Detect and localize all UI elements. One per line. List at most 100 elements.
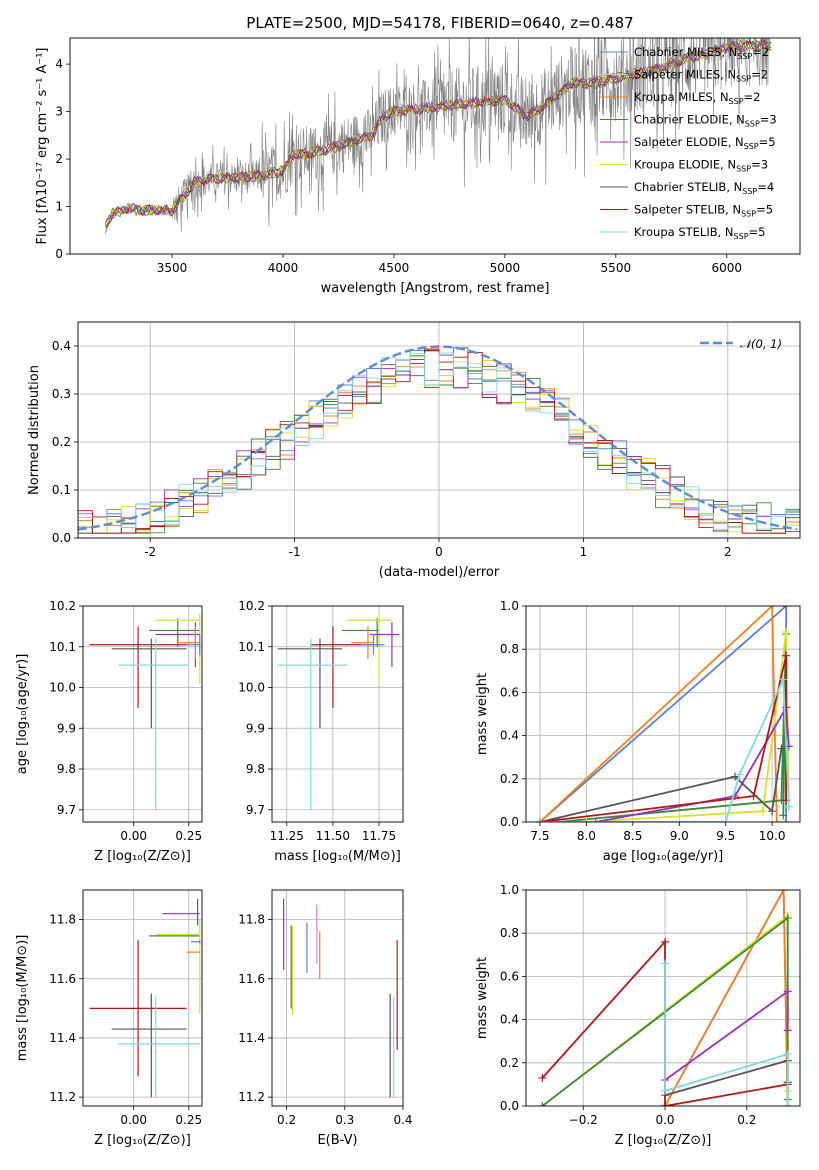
- weight-line-salpeter-elodie: [595, 704, 790, 822]
- plot-area-age-vs-mass: [272, 606, 403, 822]
- plot-area-mass-vs-Z: [83, 890, 202, 1106]
- x-axis-label: wavelength [Angstrom, rest frame]: [321, 281, 550, 296]
- weight-line-salpeter-elodie: [664, 989, 789, 1081]
- y-axis-label: mass weight: [475, 673, 490, 755]
- x-tick-label: 4000: [268, 261, 299, 275]
- weight-marker: [782, 606, 791, 610]
- y-axis-label: Normed distribution: [27, 365, 42, 495]
- y-tick-label: 2: [55, 152, 63, 166]
- plot-area-mass-vs-ebv: [272, 890, 403, 1106]
- x-tick-label: 4500: [379, 261, 410, 275]
- y-tick-label: 0.4: [500, 1013, 519, 1027]
- y-tick-label: 11.2: [238, 1090, 265, 1104]
- weight-line-kroupa-stelib: [664, 963, 789, 1106]
- model-line-chabrier-elodie: [105, 39, 772, 234]
- x-tick-label: 5500: [601, 261, 632, 275]
- y-tick-label: 9.9: [246, 721, 265, 735]
- x-tick-label: 0.00: [120, 1113, 147, 1127]
- weight-marker: [779, 675, 788, 684]
- histogram-salpeter-stelib: [78, 349, 800, 538]
- plot-area-spectrum: [105, 38, 772, 234]
- y-tick-label: 10.0: [238, 681, 265, 695]
- y-tick-label: 10.1: [238, 640, 265, 654]
- model-line-salpeter-stelib: [105, 39, 772, 228]
- weight-marker: [782, 818, 791, 822]
- x-tick-label: 0: [435, 545, 443, 559]
- weight-marker: [535, 818, 544, 822]
- x-tick-label: 11.25: [270, 829, 304, 843]
- y-tick-label: 10.0: [49, 681, 76, 695]
- errorbar-point: [360, 634, 385, 655]
- legend-entry: Chabrier ELODIE, NSSP=3: [634, 113, 777, 129]
- weight-marker: [772, 818, 781, 822]
- weight-line-kroupa-stelib: [539, 679, 790, 822]
- x-axis-label: mass [log₁₀(M/M⊙)]: [274, 849, 401, 864]
- y-tick-label: 10.2: [238, 599, 265, 613]
- x-tick-label: 8.5: [623, 829, 642, 843]
- y-tick-label: 0.8: [500, 926, 519, 940]
- y-tick-label: 0.3: [52, 387, 71, 401]
- y-tick-label: 10.1: [49, 640, 76, 654]
- errorbar-point: [186, 634, 201, 655]
- x-axis-label: Z [log₁₀(Z/Z⊙)]: [94, 849, 191, 864]
- y-tick-label: 0.0: [500, 815, 519, 829]
- panel-mass-vs-ebv: 0.2 0.3 0.4 11.2 11.4 11.6 11.8 E(B-V): [238, 889, 413, 1148]
- weight-marker: [782, 627, 791, 636]
- weight-marker: [783, 987, 792, 996]
- weight-marker: [538, 1102, 547, 1106]
- weight-line-salpeter-stelib: [539, 655, 787, 822]
- x-axis-label: Z [log₁₀(Z/Z⊙)]: [94, 1133, 191, 1148]
- errorbar-point: [342, 618, 380, 647]
- axes-frame: [77, 321, 801, 539]
- axes-frame: [69, 37, 801, 255]
- plot-area-residuals: [78, 322, 800, 538]
- y-tick-label: 0.0: [500, 1099, 519, 1113]
- legend-entry: Chabrier MILES, NSSP=2: [634, 45, 769, 61]
- legend-entry: Kroupa MILES, NSSP=2: [634, 90, 760, 106]
- y-tick-label: 0.4: [500, 729, 519, 743]
- x-tick-label: 2: [724, 545, 732, 559]
- y-tick-label: 3: [55, 105, 63, 119]
- y-tick-label: 0.2: [500, 1056, 519, 1070]
- weight-marker: [661, 1086, 670, 1095]
- y-tick-label: 11.8: [238, 913, 265, 927]
- y-axis-label: mass weight: [475, 957, 490, 1039]
- x-tick-label: −0.2: [569, 1113, 598, 1127]
- weight-marker: [777, 744, 786, 753]
- y-tick-label: 0: [55, 247, 63, 261]
- y-tick-label: 0.2: [500, 772, 519, 786]
- y-tick-label: 9.8: [57, 762, 76, 776]
- y-tick-label: 0.6: [500, 969, 519, 983]
- x-tick-label: 7.5: [530, 829, 549, 843]
- weight-marker: [758, 807, 767, 816]
- weight-line-kroupa-miles: [539, 606, 778, 822]
- errorbar-point: [277, 638, 343, 729]
- x-tick-label: 0.2: [277, 1113, 296, 1127]
- y-tick-label: 9.8: [246, 762, 265, 776]
- legend-entry: 𝒩(0, 1): [740, 337, 782, 351]
- x-axis-label: (data-model)/error: [379, 565, 500, 580]
- weight-marker: [782, 651, 791, 660]
- weight-marker: [582, 818, 591, 822]
- x-tick-label: 0.00: [120, 829, 147, 843]
- legend-entry: Kroupa ELODIE, NSSP=3: [634, 158, 768, 174]
- weight-marker: [783, 1026, 792, 1035]
- y-tick-label: 11.6: [49, 972, 76, 986]
- y-tick-label: 0.6: [500, 685, 519, 699]
- x-tick-label: 8.0: [577, 829, 596, 843]
- x-tick-label: 11.50: [316, 829, 350, 843]
- y-tick-label: 0.4: [52, 339, 71, 353]
- weight-marker: [783, 1050, 792, 1059]
- weight-marker: [661, 959, 670, 968]
- weight-marker: [783, 1102, 792, 1106]
- x-tick-label: 5000: [490, 261, 521, 275]
- plot-area-mass-weight-vs-age: [526, 606, 800, 822]
- legend-entry: Chabrier STELIB, NSSP=4: [634, 180, 774, 196]
- y-tick-label: 9.9: [57, 721, 76, 735]
- x-tick-label: 0.0: [655, 1113, 674, 1127]
- y-tick-label: 11.6: [238, 972, 265, 986]
- panel-mass-weight-vs-Z: −0.2 0.0 0.2 0.0 0.2 0.4 0.6 0.8 1.0 Z [log₁₀(Z/Z…: [475, 883, 801, 1148]
- weight-marker: [779, 811, 788, 820]
- weight-marker: [749, 792, 758, 801]
- errorbar-point: [369, 622, 400, 668]
